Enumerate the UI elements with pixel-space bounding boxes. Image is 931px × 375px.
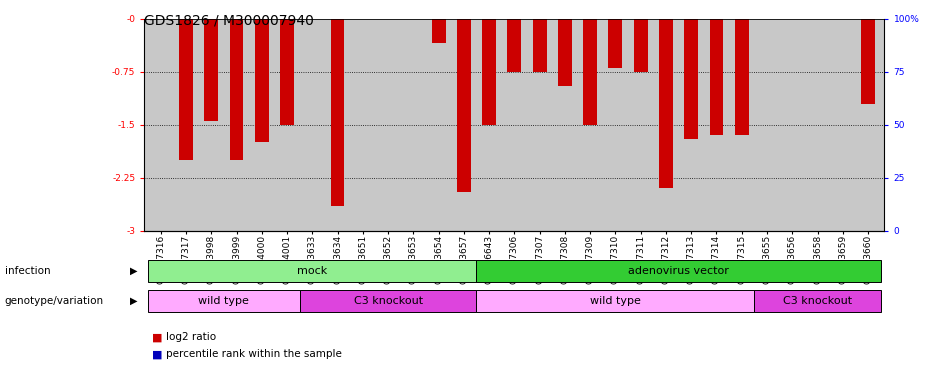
Bar xyxy=(583,19,597,125)
FancyBboxPatch shape xyxy=(300,290,477,312)
Text: ▶: ▶ xyxy=(130,296,138,306)
Bar xyxy=(735,19,749,135)
Bar xyxy=(861,19,875,104)
Text: ■: ■ xyxy=(152,350,162,359)
Text: genotype/variation: genotype/variation xyxy=(5,296,103,306)
Text: ▶: ▶ xyxy=(130,266,138,276)
Text: percentile rank within the sample: percentile rank within the sample xyxy=(166,350,342,359)
Text: infection: infection xyxy=(5,266,50,276)
Bar xyxy=(533,19,546,72)
Bar xyxy=(482,19,496,125)
Text: ■: ■ xyxy=(152,333,162,342)
Bar xyxy=(709,19,723,135)
Bar xyxy=(634,19,648,72)
FancyBboxPatch shape xyxy=(477,260,881,282)
Bar xyxy=(457,19,471,192)
Bar xyxy=(255,19,269,142)
FancyBboxPatch shape xyxy=(754,290,881,312)
Bar xyxy=(609,19,622,68)
FancyBboxPatch shape xyxy=(477,290,754,312)
FancyBboxPatch shape xyxy=(148,260,477,282)
Text: wild type: wild type xyxy=(590,296,641,306)
Text: C3 knockout: C3 knockout xyxy=(783,296,852,306)
Text: log2 ratio: log2 ratio xyxy=(166,333,216,342)
Bar xyxy=(558,19,572,86)
Bar xyxy=(280,19,294,125)
Bar xyxy=(659,19,673,188)
Bar xyxy=(179,19,193,160)
Text: mock: mock xyxy=(297,266,328,276)
Bar xyxy=(684,19,698,139)
Bar xyxy=(331,19,344,206)
Bar xyxy=(204,19,218,121)
FancyBboxPatch shape xyxy=(148,290,300,312)
Bar xyxy=(230,19,243,160)
Bar xyxy=(507,19,521,72)
Text: GDS1826 / M300007940: GDS1826 / M300007940 xyxy=(144,13,314,27)
Text: wild type: wild type xyxy=(198,296,250,306)
Text: adenovirus vector: adenovirus vector xyxy=(628,266,729,276)
Bar xyxy=(432,19,446,44)
Text: C3 knockout: C3 knockout xyxy=(354,296,423,306)
